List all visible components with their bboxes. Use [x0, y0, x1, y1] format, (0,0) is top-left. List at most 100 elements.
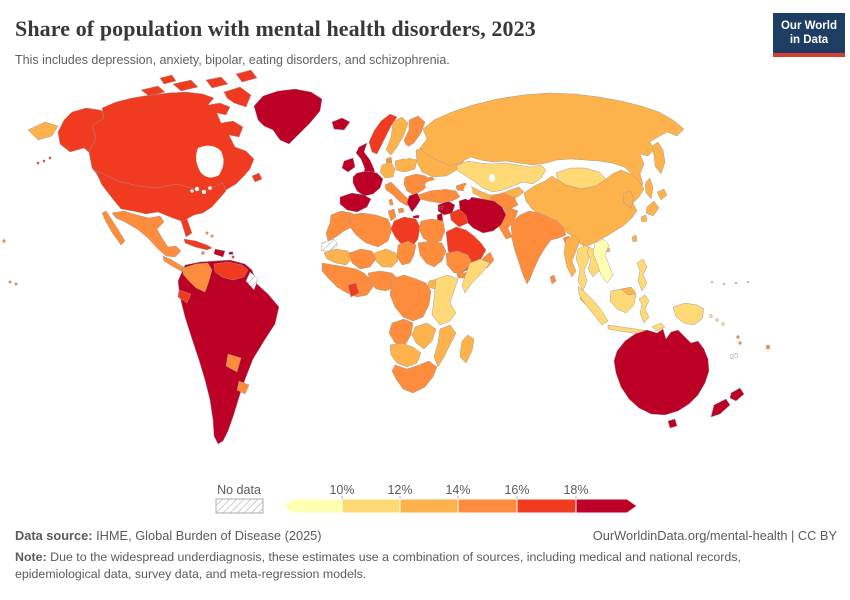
region-timor[interactable] [651, 322, 666, 332]
region-australia[interactable] [613, 328, 710, 416]
region-kamchatka[interactable] [651, 141, 666, 175]
region-tasmania[interactable] [667, 418, 678, 429]
region-iceland[interactable] [331, 117, 351, 131]
region-ireland[interactable] [341, 157, 356, 173]
region-madagascar[interactable] [459, 334, 475, 364]
region-ecuador[interactable] [177, 289, 192, 304]
region-polynesia[interactable] [8, 280, 12, 284]
region-newfoundland[interactable] [251, 172, 263, 183]
legend-no-data-swatch[interactable] [215, 498, 264, 514]
region-colombia[interactable] [182, 262, 213, 293]
region-polynesia[interactable] [2, 239, 6, 243]
region-west-africa[interactable] [321, 262, 374, 298]
region-finland[interactable] [403, 115, 426, 148]
region-arctic-islands[interactable] [172, 79, 199, 92]
region-jamaica[interactable] [201, 251, 205, 255]
region-arctic-islands[interactable] [159, 74, 177, 85]
region-mexico[interactable] [111, 210, 182, 258]
region-micronesia[interactable] [710, 280, 714, 284]
region-kazakhstan[interactable] [455, 160, 547, 193]
region-aleutians[interactable] [42, 159, 46, 163]
legend-bin-16-18%[interactable] [516, 498, 577, 514]
region-uruguay[interactable] [236, 380, 250, 395]
region-mauritania[interactable] [323, 248, 353, 266]
region-sardinia[interactable] [388, 198, 394, 206]
region-solomon-islands[interactable] [715, 318, 719, 322]
region-sumatra[interactable] [577, 285, 609, 326]
region-arctic-islands[interactable] [235, 69, 258, 83]
region-libya[interactable] [390, 216, 421, 248]
region-central-europe[interactable] [394, 157, 418, 173]
region-bahamas[interactable] [205, 231, 209, 235]
region-arctic-islands[interactable] [205, 76, 229, 89]
region-guyana-suriname[interactable] [245, 271, 259, 291]
region-cuba[interactable] [183, 238, 213, 251]
region-solomon-islands[interactable] [721, 322, 725, 326]
region-somalia[interactable] [461, 258, 491, 294]
legend-bin-12-14%[interactable] [399, 498, 459, 514]
region-usa[interactable] [94, 169, 227, 238]
region-vanuatu[interactable] [738, 341, 742, 345]
legend-bin-<10%[interactable] [282, 498, 343, 514]
region-ethiopia[interactable] [445, 250, 473, 274]
region-drc-central-africa[interactable] [389, 274, 432, 322]
credit-link[interactable]: OurWorldinData.org/mental-health | CC BY [592, 528, 837, 543]
region-micronesia[interactable] [746, 280, 750, 284]
region-egypt[interactable] [418, 218, 446, 244]
region-ghana-cote-divoire[interactable] [347, 282, 360, 298]
region-namibia-botswana[interactable] [389, 342, 422, 368]
region-south-america[interactable] [177, 259, 280, 445]
region-papua-new-guinea[interactable] [672, 302, 705, 326]
region-sri-lanka[interactable] [549, 274, 557, 285]
region-sweden[interactable] [385, 116, 409, 156]
region-zambia-zimbabwe[interactable] [411, 322, 437, 350]
region-philippines[interactable] [636, 258, 648, 292]
region-new-caledonia[interactable] [729, 352, 739, 360]
region-germany[interactable] [379, 161, 396, 179]
region-mozambique[interactable] [433, 324, 457, 368]
region-niger[interactable] [373, 248, 399, 268]
region-iraq[interactable] [449, 208, 469, 228]
region-france[interactable] [352, 170, 384, 197]
region-vietnam[interactable] [592, 238, 614, 284]
region-arctic-islands[interactable] [140, 85, 166, 97]
region-korea[interactable] [622, 190, 635, 209]
region-micronesia[interactable] [722, 282, 726, 286]
region-taiwan[interactable] [631, 234, 638, 243]
region-japan-kyushu[interactable] [640, 214, 648, 223]
region-spain-portugal[interactable] [339, 192, 372, 213]
legend-bin->18%[interactable] [575, 498, 638, 514]
region-russia[interactable] [419, 92, 685, 193]
region-myanmar[interactable] [563, 234, 581, 278]
region-sulawesi[interactable] [638, 294, 650, 324]
region-new-zealand-north[interactable] [729, 387, 745, 402]
legend-bin-10-12%[interactable] [341, 498, 401, 514]
region-cyprus[interactable] [438, 205, 444, 210]
region-solomon-islands[interactable] [709, 314, 713, 318]
region-sicily[interactable] [397, 207, 405, 214]
region-arctic-islands[interactable] [223, 86, 252, 108]
region-kenya-tanzania[interactable] [431, 274, 459, 326]
region-polynesia[interactable] [14, 282, 18, 286]
region-lesser-antilles[interactable] [231, 255, 235, 259]
region-greece[interactable] [406, 192, 422, 213]
region-fiji[interactable] [765, 344, 771, 350]
region-algeria[interactable] [348, 212, 393, 248]
region-micronesia[interactable] [734, 281, 738, 285]
region-western-sahara[interactable] [320, 238, 339, 252]
region-vanuatu[interactable] [736, 335, 740, 339]
region-south-africa[interactable] [391, 360, 438, 394]
region-bahamas[interactable] [210, 234, 214, 238]
region-crete[interactable] [412, 214, 420, 219]
region-sakhalin[interactable] [644, 177, 654, 200]
region-aleutians[interactable] [36, 161, 40, 165]
region-chad[interactable] [396, 240, 417, 266]
region-hispaniola[interactable] [213, 248, 226, 258]
region-mali[interactable] [348, 248, 377, 270]
legend-bin-14-16%[interactable] [457, 498, 518, 514]
region-tunisia[interactable] [387, 208, 397, 222]
region-greenland[interactable] [253, 88, 323, 145]
region-aleutians[interactable] [48, 156, 52, 160]
region-russia-west-tip[interactable] [27, 121, 59, 141]
region-japan-hokkaido[interactable] [656, 188, 668, 201]
